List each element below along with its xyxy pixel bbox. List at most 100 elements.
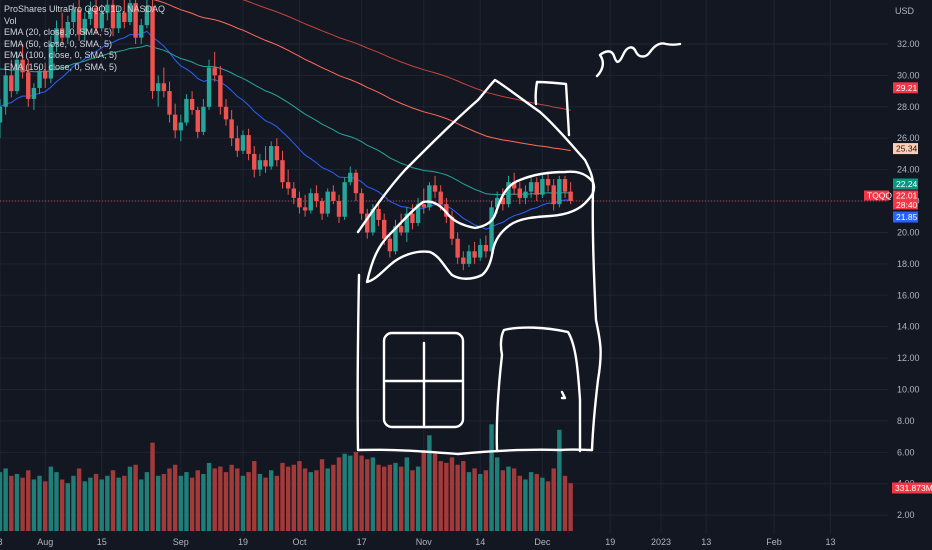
candle-body[interactable] bbox=[348, 173, 352, 182]
candle-body[interactable] bbox=[218, 75, 222, 106]
candle-body[interactable] bbox=[535, 182, 539, 195]
candle-body[interactable] bbox=[518, 188, 522, 197]
candle-body[interactable] bbox=[433, 185, 437, 191]
volume-bar bbox=[184, 472, 188, 531]
candle-body[interactable] bbox=[3, 75, 7, 106]
candle-body[interactable] bbox=[388, 239, 392, 252]
candle-body[interactable] bbox=[32, 88, 36, 99]
candle-body[interactable] bbox=[342, 182, 346, 217]
candle-body[interactable] bbox=[472, 251, 476, 257]
candle-body[interactable] bbox=[320, 201, 324, 214]
currency-label: USD bbox=[895, 6, 915, 16]
candle-body[interactable] bbox=[410, 214, 414, 223]
candle-body[interactable] bbox=[326, 192, 330, 214]
volume-bar bbox=[405, 457, 409, 531]
candle-body[interactable] bbox=[167, 91, 171, 115]
candle-body[interactable] bbox=[292, 188, 296, 197]
candle-body[interactable] bbox=[269, 146, 273, 166]
volume-bar bbox=[150, 443, 154, 531]
candle-body[interactable] bbox=[376, 209, 380, 220]
chart-legend[interactable]: ProShares UltraPro QQQ, 1D, NASDAQ Vol E… bbox=[4, 4, 165, 73]
candle-body[interactable] bbox=[337, 201, 341, 217]
candle-body[interactable] bbox=[523, 192, 527, 198]
candle-body[interactable] bbox=[439, 192, 443, 205]
tag-ema100: 29.21 bbox=[893, 82, 918, 93]
volume-bar bbox=[94, 474, 98, 531]
candle-body[interactable] bbox=[201, 107, 205, 132]
candle-body[interactable] bbox=[263, 160, 267, 166]
candle-body[interactable] bbox=[224, 107, 228, 120]
candle-body[interactable] bbox=[235, 138, 239, 151]
candle-body[interactable] bbox=[207, 68, 211, 107]
candle-body[interactable] bbox=[286, 182, 290, 188]
x-tick-label: 17 bbox=[357, 537, 367, 547]
candle-body[interactable] bbox=[280, 160, 284, 182]
y-tick-label: 24.00 bbox=[897, 165, 920, 175]
tag-symbol: TQQQ bbox=[864, 191, 892, 201]
candle-body[interactable] bbox=[309, 193, 313, 210]
volume-bar bbox=[60, 479, 64, 531]
candle-body[interactable] bbox=[173, 115, 177, 131]
candle-body[interactable] bbox=[184, 99, 188, 123]
volume-bar bbox=[218, 467, 222, 531]
candle-body[interactable] bbox=[563, 179, 567, 192]
legend-ema-50: EMA (50, close, 0, SMA, 5) bbox=[4, 39, 165, 51]
volume-bar bbox=[280, 463, 284, 531]
candle-body[interactable] bbox=[246, 135, 250, 154]
candle-body[interactable] bbox=[529, 182, 533, 191]
candle-body[interactable] bbox=[422, 204, 426, 207]
volume-bar bbox=[246, 472, 250, 531]
candle-body[interactable] bbox=[359, 193, 363, 213]
candle-body[interactable] bbox=[37, 71, 41, 88]
candle-body[interactable] bbox=[489, 207, 493, 251]
volume-bar bbox=[439, 461, 443, 531]
candle-body[interactable] bbox=[314, 193, 318, 201]
candle-body[interactable] bbox=[156, 83, 160, 91]
volume-bar bbox=[484, 470, 488, 531]
candle-body[interactable] bbox=[297, 198, 301, 207]
candle-body[interactable] bbox=[461, 258, 465, 264]
candle-body[interactable] bbox=[162, 83, 166, 91]
candle-body[interactable] bbox=[196, 110, 200, 132]
candle-body[interactable] bbox=[467, 251, 471, 264]
tag-ema50-text: 22.24 bbox=[896, 179, 918, 189]
candle-body[interactable] bbox=[382, 220, 386, 239]
volume-bar bbox=[88, 478, 92, 531]
candle-body[interactable] bbox=[190, 99, 194, 110]
candle-body[interactable] bbox=[427, 185, 431, 207]
volume-bar bbox=[77, 468, 81, 531]
candle-body[interactable] bbox=[258, 160, 262, 169]
volume-bar bbox=[297, 461, 301, 531]
candle-body[interactable] bbox=[229, 119, 233, 138]
volume-bar bbox=[66, 483, 70, 531]
candle-body[interactable] bbox=[484, 245, 488, 251]
candle-body[interactable] bbox=[9, 75, 13, 91]
candle-body[interactable] bbox=[568, 192, 572, 201]
candle-body[interactable] bbox=[557, 179, 561, 204]
y-tick-label: 20.00 bbox=[897, 227, 920, 237]
candle-body[interactable] bbox=[546, 179, 550, 185]
candle-body[interactable] bbox=[478, 245, 482, 258]
candle-body[interactable] bbox=[303, 207, 307, 210]
candle-body[interactable] bbox=[179, 123, 183, 131]
volume-bar bbox=[133, 465, 137, 531]
candle-body[interactable] bbox=[331, 192, 335, 201]
y-tick-label: 26.00 bbox=[897, 133, 920, 143]
candle-body[interactable] bbox=[354, 173, 358, 193]
volume-bar bbox=[388, 465, 392, 531]
candle-body[interactable] bbox=[399, 226, 403, 232]
candle-body[interactable] bbox=[26, 72, 30, 99]
candle-body[interactable] bbox=[252, 154, 256, 170]
candle-body[interactable] bbox=[455, 239, 459, 258]
candle-body[interactable] bbox=[213, 68, 217, 76]
candle-body[interactable] bbox=[540, 179, 544, 195]
tag-volume: 331.873M bbox=[892, 483, 932, 494]
candle-body[interactable] bbox=[275, 146, 279, 160]
x-tick-label: Feb bbox=[766, 537, 782, 547]
volume-bar bbox=[224, 472, 228, 531]
candle-body[interactable] bbox=[241, 135, 245, 151]
candle-body[interactable] bbox=[0, 107, 2, 123]
